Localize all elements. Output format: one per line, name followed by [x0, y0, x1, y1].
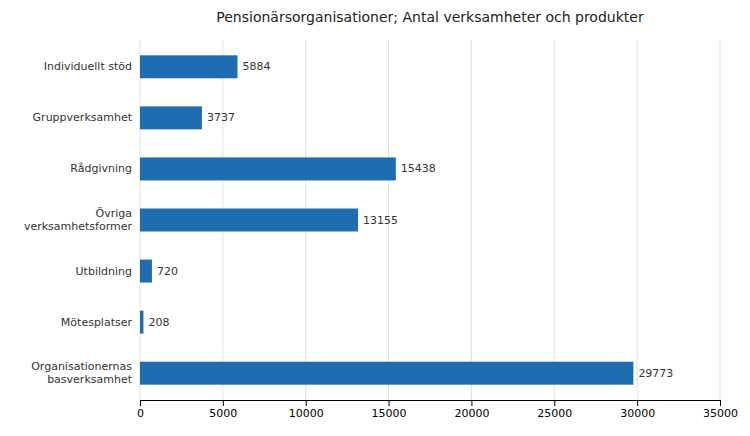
x-tick-label: 35000 — [703, 407, 738, 420]
chart-container: 0 5000 10000 15000 20000 25000 30000 35000 Organ… — [0, 0, 750, 436]
x-tick-label: 5000 — [209, 407, 237, 420]
x-tick: 35000 — [703, 400, 738, 420]
x-tick: 0 — [137, 400, 144, 420]
y-tick-label: Övrigaverksamhetsformer — [24, 207, 133, 233]
x-axis-line — [141, 401, 721, 407]
y-tick: Mötesplatser — [61, 316, 140, 329]
x-tick-mark — [306, 400, 307, 406]
y-tick: Rådgivning — [70, 162, 140, 175]
bar — [140, 311, 143, 334]
data-label: 208 — [148, 316, 169, 329]
y-tick-label-line: Individuellt stöd — [44, 60, 132, 73]
y-tick-label: Mötesplatser — [61, 316, 133, 329]
y-tick-label: Rådgivning — [70, 162, 132, 175]
y-tick: Individuellt stöd — [44, 60, 140, 73]
y-tick-label: Organisationernasbasverksamhet — [31, 360, 133, 386]
grid-line — [637, 40, 638, 400]
bars — [140, 55, 633, 384]
y-tick-label-line: Utbildning — [76, 265, 132, 278]
y-tick-label-line: Övriga — [96, 207, 132, 220]
bar — [140, 209, 358, 232]
y-tick: Övrigaverksamhetsformer — [24, 207, 140, 233]
chart-title: Pensionärsorganisationer; Antal verksamh… — [216, 9, 644, 25]
y-tick-label-line: Mötesplatser — [61, 316, 133, 329]
bar — [140, 55, 238, 78]
y-tick-label: Utbildning — [76, 265, 132, 278]
bar — [140, 260, 152, 283]
data-label: 13155 — [363, 214, 398, 227]
y-tick-label-line: verksamhetsformer — [24, 220, 133, 233]
x-tick-mark — [223, 400, 224, 406]
bar — [140, 362, 633, 385]
y-axis: Organisationernasbasverksamhet Mötesplats… — [24, 60, 140, 386]
bar — [140, 157, 396, 180]
x-tick-label: 30000 — [620, 407, 655, 420]
x-tick-mark — [471, 400, 472, 406]
y-tick-label-line: basverksamhet — [47, 373, 133, 386]
grid-line — [471, 40, 472, 400]
x-tick-mark — [140, 400, 141, 406]
bar — [140, 106, 202, 129]
x-axis: 0 5000 10000 15000 20000 25000 30000 35000 — [137, 400, 738, 420]
grid — [140, 40, 720, 400]
x-tick-label: 20000 — [454, 407, 489, 420]
y-tick: Utbildning — [76, 265, 140, 278]
y-tick-label-line: Organisationernas — [31, 360, 132, 373]
x-tick: 5000 — [209, 400, 237, 420]
x-tick: 15000 — [372, 400, 407, 420]
grid-line — [720, 40, 721, 400]
x-tick: 30000 — [620, 400, 655, 420]
x-tick-label: 15000 — [372, 407, 407, 420]
x-tick-label: 10000 — [289, 407, 324, 420]
x-tick-label: 25000 — [537, 407, 572, 420]
x-tick: 20000 — [454, 400, 489, 420]
data-label: 29773 — [638, 367, 673, 380]
y-tick: Gruppverksamhet — [33, 111, 140, 124]
chart-svg: 0 5000 10000 15000 20000 25000 30000 35000 Organ… — [0, 0, 750, 436]
y-tick: Organisationernasbasverksamhet — [31, 360, 140, 386]
y-tick-label: Individuellt stöd — [44, 60, 132, 73]
y-tick-label: Gruppverksamhet — [33, 111, 133, 124]
x-tick-mark — [720, 400, 721, 406]
data-label: 3737 — [207, 111, 235, 124]
x-tick-label: 0 — [137, 407, 144, 420]
plot-area: 0 5000 10000 15000 20000 25000 30000 35000 Organ… — [24, 40, 738, 420]
x-tick-mark — [554, 400, 555, 406]
data-label: 15438 — [401, 162, 436, 175]
x-tick: 25000 — [537, 400, 572, 420]
x-tick: 10000 — [289, 400, 324, 420]
data-labels: 29773 208 720 13155 15438 3737 5884 — [148, 60, 673, 379]
y-tick-label-line: Rådgivning — [70, 162, 132, 175]
data-label: 5884 — [243, 60, 271, 73]
x-tick-mark — [637, 400, 638, 406]
x-tick-mark — [389, 400, 390, 406]
data-label: 720 — [157, 265, 178, 278]
grid-line — [554, 40, 555, 400]
y-tick-label-line: Gruppverksamhet — [33, 111, 133, 124]
